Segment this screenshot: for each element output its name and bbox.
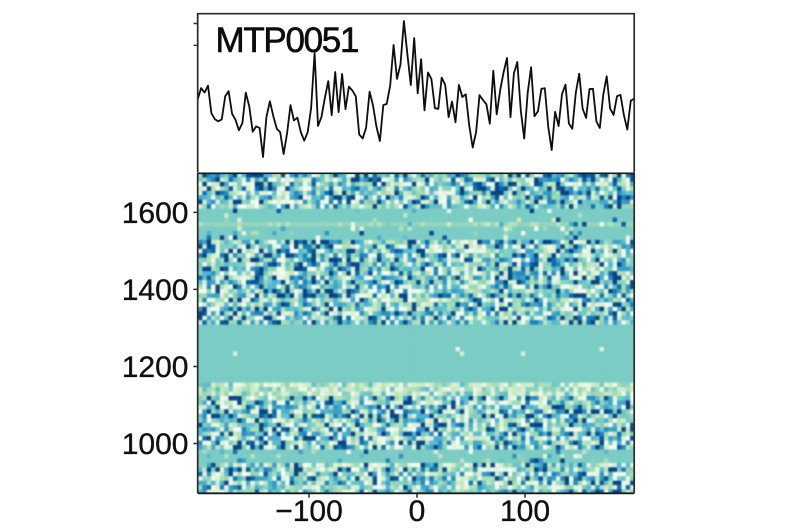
svg-text:1200: 1200 bbox=[122, 351, 189, 384]
svg-text:100: 100 bbox=[500, 495, 550, 528]
svg-text:1600: 1600 bbox=[122, 197, 189, 230]
svg-text:1000: 1000 bbox=[122, 428, 189, 461]
svg-text:MTP0051: MTP0051 bbox=[216, 21, 359, 60]
svg-text:1400: 1400 bbox=[122, 274, 189, 307]
svg-text:−100: −100 bbox=[275, 495, 343, 528]
svg-text:0: 0 bbox=[409, 495, 426, 528]
